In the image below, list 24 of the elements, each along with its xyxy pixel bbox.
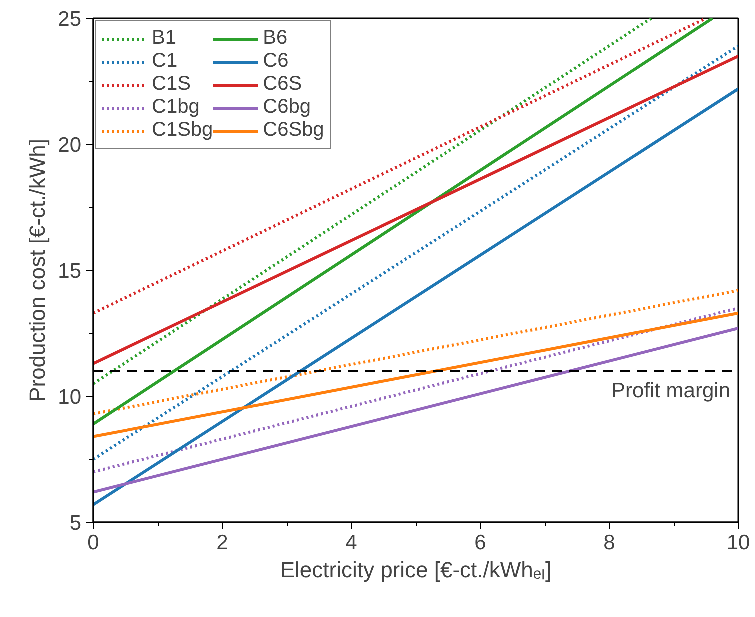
x-axis-title: Electricity price [€-ct./kWhₑₗ] [280,558,552,582]
x-tick-label: 0 [88,532,100,554]
legend-label: C1S [152,73,191,96]
x-tick-label: 6 [474,532,486,554]
legend-label: C6 [263,50,289,73]
y-axis-title: Production cost [€-ct./kWh] [25,139,50,402]
legend-label: B1 [152,27,176,50]
legend-label: B6 [263,27,288,50]
legend-label: C6Sbg [263,119,324,142]
legend-label: C1Sbg [152,119,214,142]
legend-label: C6S [263,73,302,96]
x-tick-label: 8 [604,532,616,554]
x-tick-label: 4 [346,532,358,554]
legend-label: C1bg [152,96,200,119]
y-tick-label: 5 [70,512,82,535]
ref-line-label: Profit margin [611,379,731,402]
y-tick-label: 15 [58,260,82,283]
x-tick-label: 2 [216,532,228,554]
legend-label: C6bg [263,96,311,119]
y-tick-label: 10 [58,386,82,409]
y-tick-label: 20 [58,134,82,157]
legend-label: C1 [152,50,178,73]
y-tick-label: 25 [58,8,82,31]
x-tick-label: 10 [726,532,750,554]
